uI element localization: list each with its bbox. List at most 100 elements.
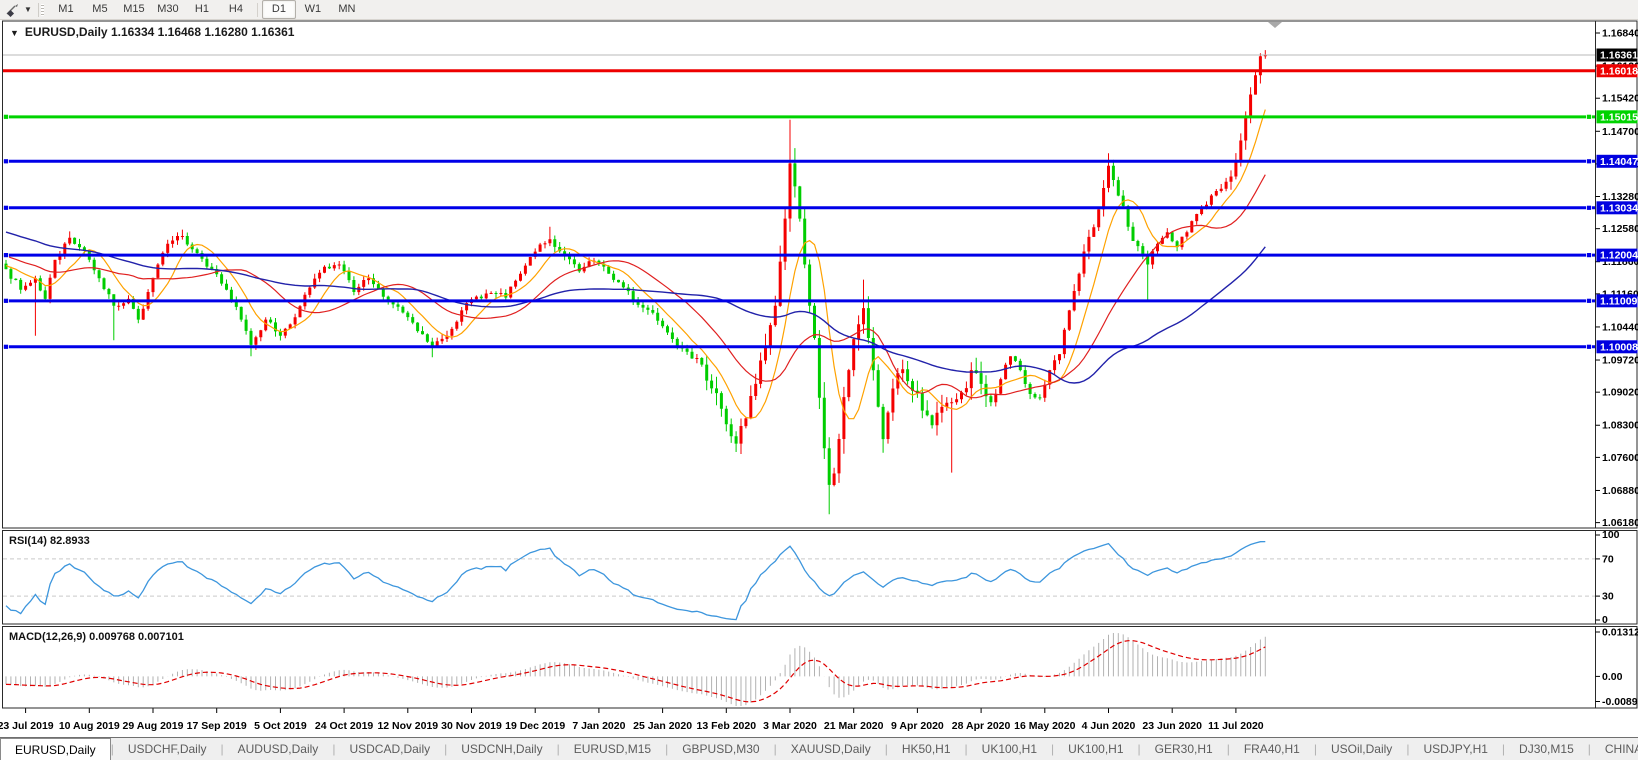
tab-eurusd-daily[interactable]: EURUSD,Daily xyxy=(0,738,111,760)
price-badge: 1.16361 xyxy=(1597,49,1638,62)
price-badge: 1.10008 xyxy=(1597,340,1638,353)
hline-handle[interactable] xyxy=(4,298,9,303)
hline-handle[interactable] xyxy=(1587,205,1592,210)
timeframe-button-M1[interactable]: M1 xyxy=(49,0,83,19)
tab-ger30-h1[interactable]: GER30,H1 xyxy=(1141,738,1227,760)
indicator-cursor-icon[interactable] xyxy=(3,2,23,17)
price-badge: 1.13034 xyxy=(1597,201,1638,214)
date-label: 23 Jun 2020 xyxy=(1142,720,1202,732)
timeframe-button-H1[interactable]: H1 xyxy=(185,0,219,19)
price-badge: 1.16018 xyxy=(1597,64,1638,77)
date-label: 12 Nov 2019 xyxy=(377,720,438,732)
tab-eurusd-m15[interactable]: EURUSD,M15 xyxy=(560,738,665,760)
macd-axis-label: -0.008933 xyxy=(1602,696,1638,708)
tab-usdjpy-h1[interactable]: USDJPY,H1 xyxy=(1409,738,1501,760)
price-badge-label: 1.10008 xyxy=(1600,341,1638,353)
tab-dj30-m15[interactable]: DJ30,M15 xyxy=(1505,738,1588,760)
tab-uk100-h1[interactable]: UK100,H1 xyxy=(968,738,1051,760)
price-badge-label: 1.15015 xyxy=(1600,111,1638,123)
timeframe-button-M15[interactable]: M15 xyxy=(117,0,151,19)
price-tick-label: 1.07600 xyxy=(1602,452,1638,464)
hline-handle[interactable] xyxy=(4,253,9,258)
hline-handle[interactable] xyxy=(1587,298,1592,303)
date-label: 5 Oct 2019 xyxy=(254,720,307,732)
tab-usdcad-daily[interactable]: USDCAD,Daily xyxy=(335,738,444,760)
hline-handle[interactable] xyxy=(1587,253,1592,258)
macd-label: MACD(12,26,9) 0.009768 0.007101 xyxy=(9,631,184,643)
price-tick-label: 1.09720 xyxy=(1602,355,1638,367)
macd-axis-label: 0.013121 xyxy=(1602,627,1638,639)
hline-handle[interactable] xyxy=(4,159,9,164)
date-label: 4 Jun 2020 xyxy=(1082,720,1136,732)
rsi-axis-label: 100 xyxy=(1602,529,1620,541)
hline-handle[interactable] xyxy=(4,344,9,349)
chart-ohlc-header: ▼ EURUSD,Daily 1.16334 1.16468 1.16280 1.… xyxy=(10,25,294,39)
macd-axis-label: 0.00 xyxy=(1602,671,1623,683)
timeframe-button-M5[interactable]: M5 xyxy=(83,0,117,19)
date-label: 11 Jul 2020 xyxy=(1208,720,1264,732)
tab-xauusd-daily[interactable]: XAUUSD,Daily xyxy=(777,738,885,760)
hline-handle[interactable] xyxy=(4,205,9,210)
price-tick-label: 1.12580 xyxy=(1602,223,1638,235)
date-label: 23 Jul 2019 xyxy=(0,720,54,732)
hline-handle[interactable] xyxy=(1587,159,1592,164)
date-label: 7 Jan 2020 xyxy=(572,720,625,732)
rsi-panel xyxy=(3,531,1638,625)
price-badge: 1.12004 xyxy=(1597,249,1638,262)
date-label: 9 Apr 2020 xyxy=(891,720,944,732)
date-label: 24 Oct 2019 xyxy=(315,720,374,732)
date-label: 29 Aug 2019 xyxy=(123,720,184,732)
timeframe-button-M30[interactable]: M30 xyxy=(151,0,185,19)
ohlc-text: EURUSD,Daily 1.16334 1.16468 1.16280 1.1… xyxy=(25,25,295,39)
tab-gbpusd-m30[interactable]: GBPUSD,M30 xyxy=(668,738,773,760)
tab-usdchf-daily[interactable]: USDCHF,Daily xyxy=(114,738,221,760)
collapse-caret-icon[interactable]: ▼ xyxy=(10,28,19,38)
price-tick-label: 1.10440 xyxy=(1602,321,1638,333)
hline-handle[interactable] xyxy=(1587,114,1592,119)
date-label: 13 Feb 2020 xyxy=(697,720,757,732)
tab-fra40-h1[interactable]: FRA40,H1 xyxy=(1230,738,1314,760)
rsi-axis-label: 30 xyxy=(1602,591,1614,603)
chevron-down-icon[interactable]: ▼ xyxy=(24,5,32,14)
price-tick-label: 1.06880 xyxy=(1602,485,1638,497)
price-badge: 1.14047 xyxy=(1597,155,1638,168)
price-tick-label: 1.16840 xyxy=(1602,28,1638,40)
rsi-label: RSI(14) 82.8933 xyxy=(9,535,90,547)
tab-china300-h4[interactable]: CHINA300,H4 xyxy=(1591,738,1638,760)
timeframe-button-MN[interactable]: MN xyxy=(330,0,364,19)
tab-hk50-h1[interactable]: HK50,H1 xyxy=(888,738,965,760)
date-label: 25 Jan 2020 xyxy=(633,720,692,732)
price-tick-label: 1.13280 xyxy=(1602,191,1638,203)
price-badge-label: 1.16018 xyxy=(1600,65,1638,77)
tab-uk100-h1[interactable]: UK100,H1 xyxy=(1054,738,1137,760)
tab-usdcnh-daily[interactable]: USDCNH,Daily xyxy=(447,738,556,760)
main-panel xyxy=(3,21,1638,528)
price-badge-label: 1.16361 xyxy=(1600,50,1638,62)
date-label: 17 Sep 2019 xyxy=(187,720,247,732)
price-badge-label: 1.12004 xyxy=(1600,250,1638,262)
date-label: 19 Dec 2019 xyxy=(505,720,565,732)
price-tick-label: 1.06180 xyxy=(1602,517,1638,529)
date-label: 28 Apr 2020 xyxy=(952,720,1011,732)
hline-handle[interactable] xyxy=(4,114,9,119)
price-tick-label: 1.14700 xyxy=(1602,126,1638,138)
price-tick-label: 1.09020 xyxy=(1602,387,1638,399)
date-label: 10 Aug 2019 xyxy=(59,720,120,732)
price-badge-label: 1.11009 xyxy=(1600,295,1638,307)
rsi-axis-label: 0 xyxy=(1602,614,1608,626)
hline-handle[interactable] xyxy=(1587,344,1592,349)
timeframe-button-H4[interactable]: H4 xyxy=(219,0,253,19)
timeframe-button-W1[interactable]: W1 xyxy=(296,0,330,19)
rsi-axis-label: 70 xyxy=(1602,553,1614,565)
toolbar-grip[interactable] xyxy=(38,3,46,17)
date-label: 21 Mar 2020 xyxy=(824,720,884,732)
timeframe-button-D1[interactable]: D1 xyxy=(262,0,296,19)
tab-audusd-daily[interactable]: AUDUSD,Daily xyxy=(224,738,333,760)
tab-usoil-daily[interactable]: USOil,Daily xyxy=(1317,738,1406,760)
price-tick-label: 1.08300 xyxy=(1602,420,1638,432)
price-badge-label: 1.14047 xyxy=(1600,156,1638,168)
date-label: 3 Mar 2020 xyxy=(763,720,817,732)
price-tick-label: 1.15420 xyxy=(1602,93,1638,105)
